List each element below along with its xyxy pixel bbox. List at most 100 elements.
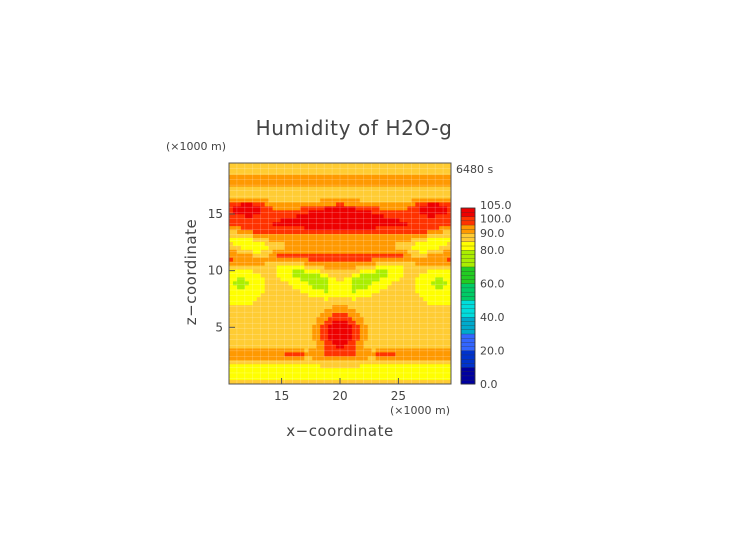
heatmap-cell (320, 261, 325, 267)
heatmap-cell (439, 198, 444, 203)
heatmap-cell (371, 297, 377, 302)
heatmap-cell (288, 372, 293, 377)
heatmap-cell (411, 186, 416, 192)
heatmap-cell (236, 214, 242, 219)
heatmap-cell (387, 214, 392, 219)
heatmap-cell (308, 352, 313, 357)
heatmap-cell (447, 210, 452, 215)
heatmap-cell (391, 328, 396, 334)
heatmap-cell (447, 324, 452, 330)
heatmap-cell (355, 214, 361, 219)
heatmap-cell (431, 214, 436, 219)
heatmap-cell (280, 316, 285, 322)
heatmap-cell (383, 222, 388, 227)
heatmap-cell (415, 249, 420, 255)
heatmap-cell (304, 328, 309, 334)
heatmap-cell (423, 364, 428, 369)
heatmap-cell (264, 226, 270, 231)
heatmap-cell (363, 289, 369, 294)
heatmap-cell (399, 289, 404, 294)
heatmap-cell (375, 241, 381, 247)
heatmap-cell (320, 257, 325, 263)
heatmap-cell (252, 305, 258, 310)
heatmap-cell (240, 237, 246, 243)
heatmap-cell (340, 198, 345, 203)
heatmap-cell (240, 178, 246, 184)
heatmap-cell (284, 332, 289, 338)
heatmap-cell (407, 372, 412, 377)
heatmap-cell (355, 198, 361, 203)
heatmap-cell (268, 316, 273, 322)
heatmap-cell (260, 316, 266, 322)
heatmap-cell (248, 241, 254, 247)
heatmap-cell (347, 174, 353, 180)
heatmap-cell (328, 336, 333, 341)
heatmap-cell (296, 277, 301, 282)
heatmap-cell (304, 376, 309, 381)
heatmap-cell (367, 316, 373, 322)
heatmap-cell (355, 336, 361, 341)
heatmap-cell (296, 190, 301, 195)
heatmap-cell (256, 226, 262, 231)
heatmap-cell (248, 356, 254, 361)
heatmap-cell (351, 170, 357, 176)
heatmap-cell (332, 301, 337, 306)
heatmap-cell (264, 360, 270, 365)
heatmap-cell (252, 170, 258, 176)
heatmap-cell (439, 277, 444, 282)
heatmap-cell (439, 206, 444, 211)
heatmap-cell (232, 226, 238, 231)
heatmap-cell (332, 178, 337, 184)
heatmap-cell (371, 210, 377, 215)
heatmap-cell (288, 348, 293, 353)
heatmap-cell (288, 182, 293, 188)
heatmap-cell (387, 265, 392, 270)
heatmap-cell (431, 269, 436, 274)
heatmap-cell (415, 380, 420, 385)
heatmap-cell (363, 281, 369, 286)
heatmap-cell (288, 269, 293, 274)
heatmap-cell (447, 190, 452, 195)
heatmap-cell (260, 332, 266, 338)
heatmap-cell (367, 320, 373, 326)
heatmap-cell (240, 289, 246, 294)
heatmap-cell (312, 340, 317, 345)
heatmap-cell (439, 226, 444, 231)
heatmap-cell (260, 352, 266, 357)
heatmap-cell (324, 364, 329, 369)
heatmap-cell (427, 190, 432, 195)
heatmap-cell (447, 178, 452, 184)
heatmap-cell (268, 364, 273, 369)
heatmap-cell (240, 218, 246, 223)
heatmap-cell (411, 190, 416, 195)
heatmap-cell (284, 186, 289, 192)
heatmap-cell (383, 277, 388, 282)
heatmap-cell (296, 253, 301, 259)
heatmap-cell (296, 320, 301, 326)
heatmap-cell (419, 281, 424, 286)
heatmap-cell (367, 166, 373, 172)
heatmap-cell (308, 269, 313, 274)
heatmap-cell (272, 281, 277, 286)
heatmap-cell (351, 198, 357, 203)
heatmap-cell (415, 297, 420, 302)
heatmap-cell (379, 380, 384, 385)
heatmap-cell (308, 253, 313, 259)
heatmap-cell (443, 316, 448, 322)
heatmap-cell (244, 257, 250, 263)
heatmap-cell (328, 245, 333, 251)
heatmap-cell (292, 344, 297, 349)
heatmap-cell (264, 293, 270, 298)
heatmap-cell (308, 222, 313, 227)
heatmap-cell (363, 348, 369, 353)
heatmap-cell (244, 166, 250, 172)
heatmap-cell (260, 166, 266, 172)
heatmap-cell (375, 340, 381, 345)
heatmap-cell (292, 269, 297, 274)
heatmap-cell (443, 257, 448, 263)
heatmap-cell (328, 368, 333, 373)
heatmap-cell (447, 234, 452, 239)
heatmap-cell (407, 324, 412, 330)
heatmap-cell (300, 332, 305, 338)
heatmap-cell (399, 261, 404, 267)
